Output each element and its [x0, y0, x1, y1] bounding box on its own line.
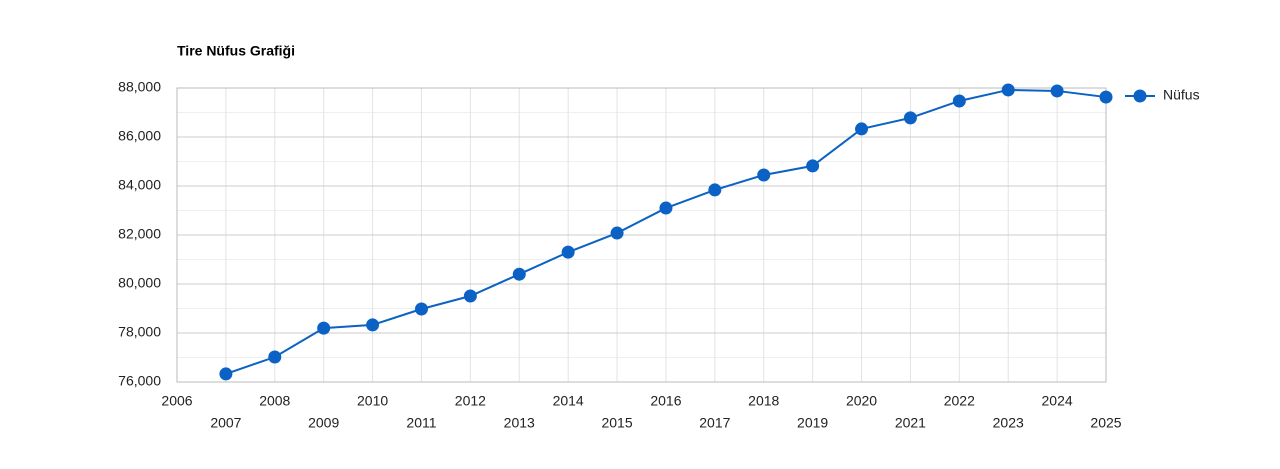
x-tick-label: 2024	[1042, 393, 1073, 409]
x-tick-label: 2017	[699, 415, 730, 431]
x-tick-label: 2025	[1090, 415, 1121, 431]
data-point	[463, 289, 477, 303]
data-point	[708, 183, 722, 197]
chart-title: Tire Nüfus Grafiği	[177, 43, 295, 59]
x-tick-label: 2022	[944, 393, 975, 409]
y-tick-label: 82,000	[118, 226, 161, 242]
data-point	[414, 302, 428, 316]
data-point	[317, 321, 331, 335]
data-point	[219, 367, 233, 381]
x-tick-label: 2019	[797, 415, 828, 431]
legend-marker	[1133, 89, 1147, 103]
x-tick-label: 2012	[455, 393, 486, 409]
data-point	[855, 122, 869, 136]
data-point	[903, 111, 917, 125]
x-tick-label: 2018	[748, 393, 779, 409]
data-point	[561, 245, 575, 259]
y-tick-label: 84,000	[118, 177, 161, 193]
y-tick-label: 76,000	[118, 373, 161, 389]
x-tick-label: 2014	[553, 393, 584, 409]
x-tick-label: 2010	[357, 393, 388, 409]
plot-border	[176, 87, 1107, 383]
data-point	[659, 201, 673, 215]
data-point	[952, 94, 966, 108]
x-tick-label: 2013	[504, 415, 535, 431]
data-point	[610, 226, 624, 240]
data-point	[366, 318, 380, 332]
data-point	[268, 350, 282, 364]
x-tick-label: 2023	[993, 415, 1024, 431]
x-tick-label: 2011	[406, 415, 436, 431]
x-tick-label: 2015	[601, 415, 632, 431]
data-point	[806, 159, 820, 173]
data-point	[1050, 84, 1064, 98]
x-tick-label: 2009	[308, 415, 339, 431]
data-point	[1001, 83, 1015, 97]
x-tick-label: 2007	[210, 415, 241, 431]
legend-label: Nüfus	[1163, 87, 1200, 103]
x-tick-label: 2021	[895, 415, 926, 431]
data-point	[512, 267, 526, 281]
y-tick-label: 80,000	[118, 275, 161, 291]
x-tick-label: 2016	[650, 393, 681, 409]
y-tick-label: 86,000	[118, 128, 161, 144]
y-tick-label: 78,000	[118, 324, 161, 340]
y-tick-label: 88,000	[118, 79, 161, 95]
data-point	[757, 168, 771, 182]
data-point	[1099, 90, 1113, 104]
x-tick-label: 2006	[161, 393, 192, 409]
x-tick-label: 2008	[259, 393, 290, 409]
x-tick-label: 2020	[846, 393, 877, 409]
